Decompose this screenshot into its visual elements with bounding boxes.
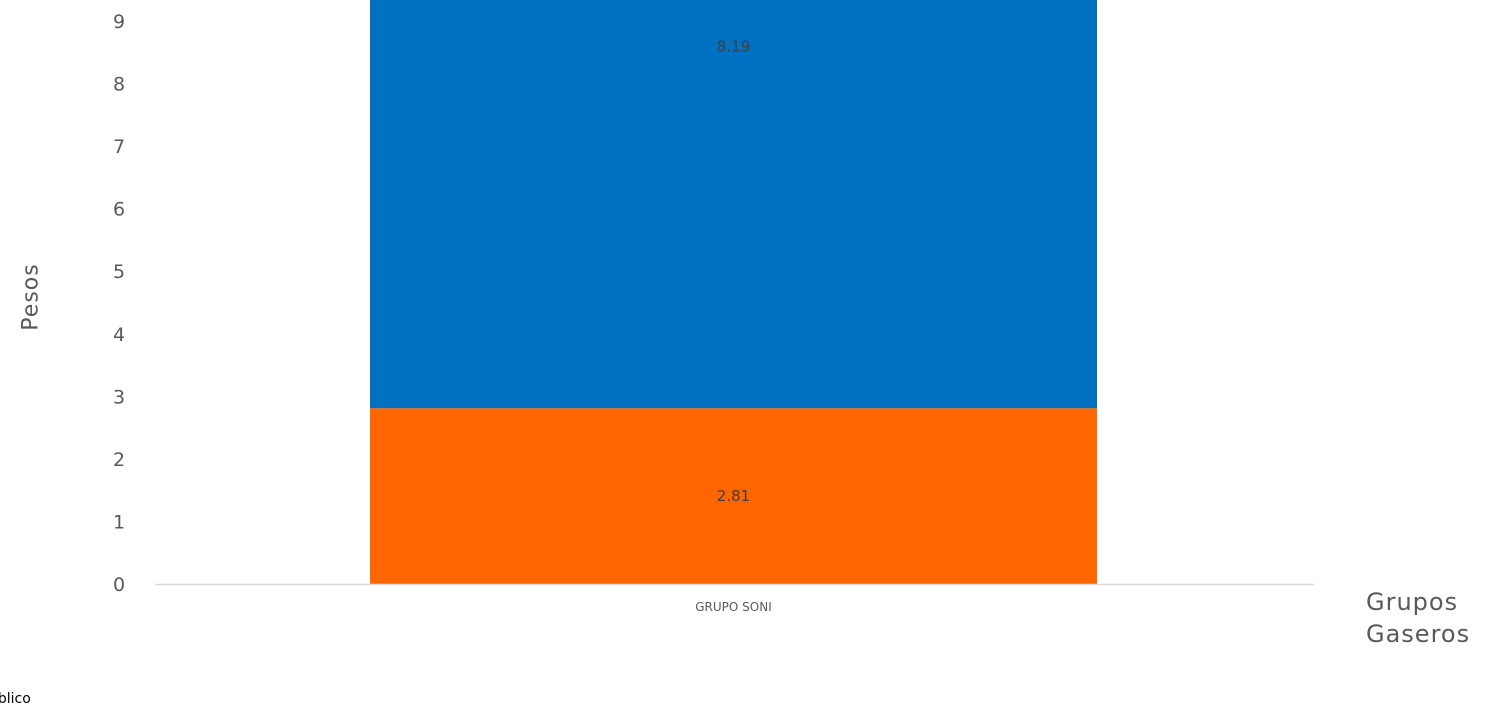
bar-segment — [370, 0, 1097, 409]
footer-note: úblico — [0, 691, 31, 707]
x-tick-label: GRUPO SONI — [695, 600, 772, 614]
data-label: 2.81 — [717, 487, 750, 505]
y-tick-label: 8 — [113, 74, 125, 96]
y-tick-label: 2 — [113, 449, 125, 471]
y-axis-title: Pesos — [18, 263, 44, 331]
x-axis-title-line-1: Grupos — [1366, 588, 1459, 616]
data-label: 8.19 — [717, 38, 750, 56]
y-tick-label: 1 — [113, 511, 125, 533]
x-axis-title: Grupos Gaseros — [1366, 586, 1485, 650]
bar-segment — [370, 408, 1097, 584]
x-axis-title-line-2: Gaseros — [1366, 620, 1471, 648]
y-tick-label: 0 — [113, 574, 125, 596]
y-tick-label: 7 — [113, 136, 125, 158]
y-tick-label: 4 — [113, 324, 125, 346]
y-tick-label: 5 — [113, 261, 125, 283]
y-tick-label: 3 — [113, 386, 125, 408]
y-tick-label: 9 — [113, 11, 125, 33]
y-tick-label: 6 — [113, 199, 125, 221]
